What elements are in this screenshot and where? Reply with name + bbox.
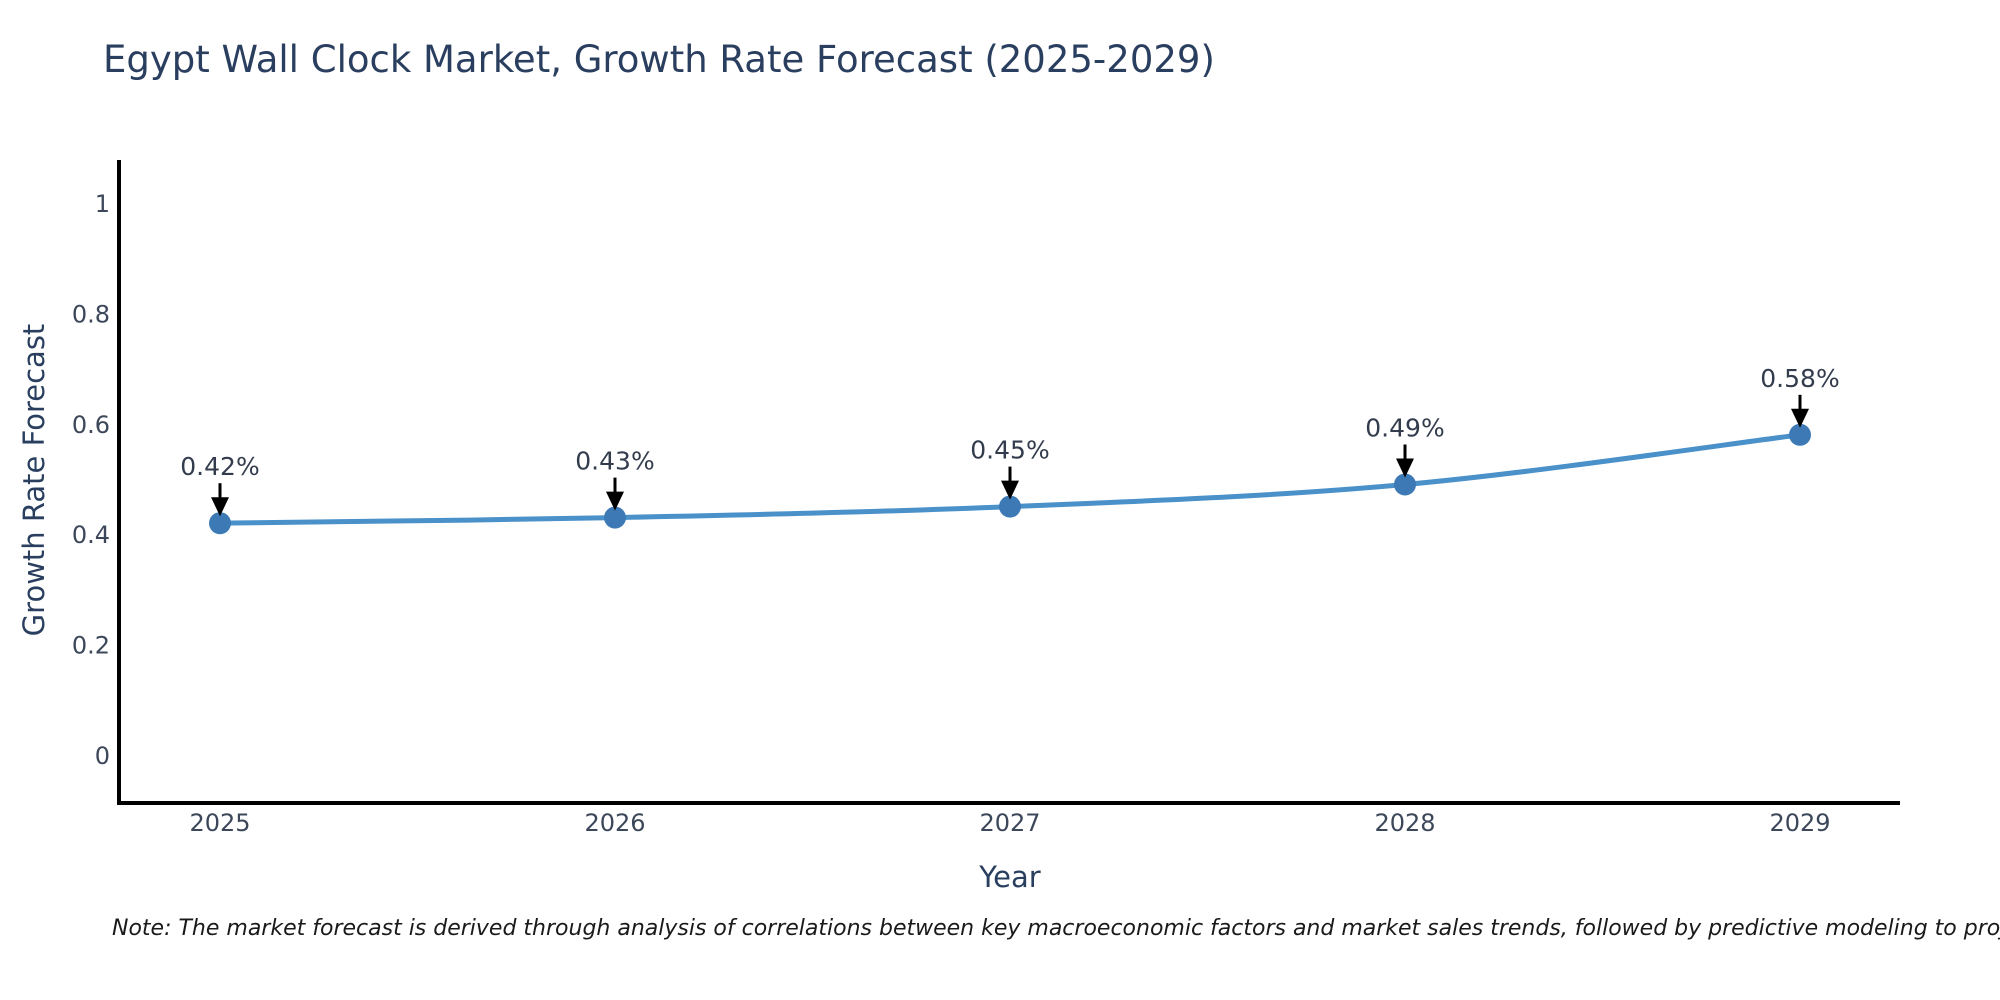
annotation-arrow-head <box>1791 408 1809 428</box>
y-tick-label: 0.8 <box>72 300 110 328</box>
annotation-arrow-head <box>606 491 624 511</box>
chart-title: Egypt Wall Clock Market, Growth Rate For… <box>103 38 1215 81</box>
y-tick-label: 0.4 <box>72 521 110 549</box>
point-value-label: 0.45% <box>970 436 1049 465</box>
point-value-label: 0.42% <box>180 452 259 481</box>
x-tick-label: 2027 <box>979 809 1040 837</box>
x-axis-title: Year <box>978 860 1040 894</box>
series-layer <box>209 423 1811 535</box>
footnote: Note: The market forecast is derived thr… <box>112 916 2000 941</box>
y-tick-label: 0.6 <box>72 411 110 439</box>
annotation-arrow-head <box>1001 480 1019 500</box>
data-point-marker <box>209 512 231 535</box>
data-point-marker <box>999 495 1021 518</box>
annotation-arrow-head <box>211 497 229 517</box>
x-tick-label: 2029 <box>1769 809 1830 837</box>
data-point-marker <box>1394 473 1416 496</box>
annotation-layer: 0.42% 0.43% 0.45% 0.49% 0.58% <box>180 364 1840 517</box>
x-tick-label: 2025 <box>189 809 250 837</box>
annotation-arrow-head <box>1396 458 1414 478</box>
ticks-layer: 0 0.2 0.4 0.6 0.8 1 2025 2026 2027 2028 2029 <box>72 190 1831 837</box>
x-tick-label: 2028 <box>1374 809 1435 837</box>
x-tick-label: 2026 <box>584 809 645 837</box>
point-value-label: 0.43% <box>575 447 654 476</box>
axes-layer <box>117 160 1900 805</box>
point-value-label: 0.58% <box>1760 364 1839 393</box>
y-tick-label: 0 <box>95 742 110 770</box>
y-tick-label: 1 <box>95 190 110 218</box>
y-tick-label: 0.2 <box>72 632 110 660</box>
point-value-label: 0.49% <box>1365 414 1444 443</box>
data-point-marker <box>604 506 626 529</box>
data-point-marker <box>1789 423 1811 446</box>
y-axis-title: Growth Rate Forecast <box>17 324 51 637</box>
